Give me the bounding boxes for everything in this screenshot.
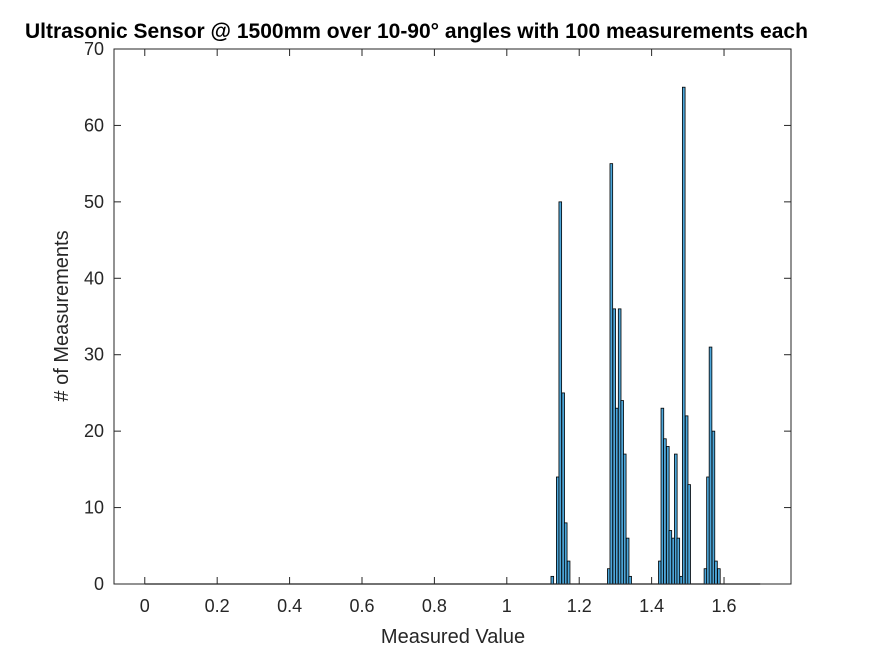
x-tick-label: 1: [502, 596, 512, 616]
x-axis-label: Measured Value: [381, 626, 525, 648]
x-tick-label: 1.4: [639, 596, 664, 616]
y-tick-label: 60: [84, 115, 104, 135]
axes-box: [113, 48, 792, 585]
histogram-bar: [708, 346, 713, 585]
histogram-bar: [681, 86, 686, 585]
y-tick-label: 70: [84, 39, 104, 59]
y-tick-label: 40: [84, 268, 104, 288]
y-tick-label: 20: [84, 421, 104, 441]
chart-title: Ultrasonic Sensor @ 1500mm over 10-90° a…: [25, 20, 808, 43]
x-tick-label: 0.8: [422, 596, 447, 616]
histogram-bar: [668, 530, 673, 585]
histogram-bar: [717, 568, 721, 585]
y-tick-label: 0: [94, 574, 104, 594]
histogram-bar: [609, 163, 614, 585]
x-tick-label: 0.6: [349, 596, 374, 616]
x-tick-label: 0: [140, 596, 150, 616]
y-tick-label: 30: [84, 345, 104, 365]
histogram-bar: [566, 560, 571, 585]
y-tick-label: 50: [84, 192, 104, 212]
histogram-bar: [676, 537, 681, 585]
x-tick-label: 0.2: [205, 596, 230, 616]
x-tick-label: 0.4: [277, 596, 302, 616]
histogram-bar: [558, 201, 563, 585]
ticks-layer: 0 0.2 0.4 0.6 0.8 1 1.2 1.4 1.6 0 10 20 30 40 50 60 70: [84, 39, 791, 616]
x-tick-label: 1.6: [712, 596, 737, 616]
histogram-bar: [615, 407, 619, 585]
histogram-bar: [550, 575, 555, 585]
histogram-bar: [663, 438, 667, 585]
histogram-bar: [622, 453, 627, 585]
histogram-bar: [687, 484, 691, 585]
x-tick-label: 1.2: [567, 596, 592, 616]
histogram-bar: [714, 560, 718, 585]
bars-layer: [144, 86, 761, 585]
histogram-bar: [563, 522, 568, 585]
y-tick-label: 10: [84, 498, 104, 518]
y-axis-label: # of Measurements: [51, 230, 73, 401]
histogram-bar: [628, 575, 632, 585]
